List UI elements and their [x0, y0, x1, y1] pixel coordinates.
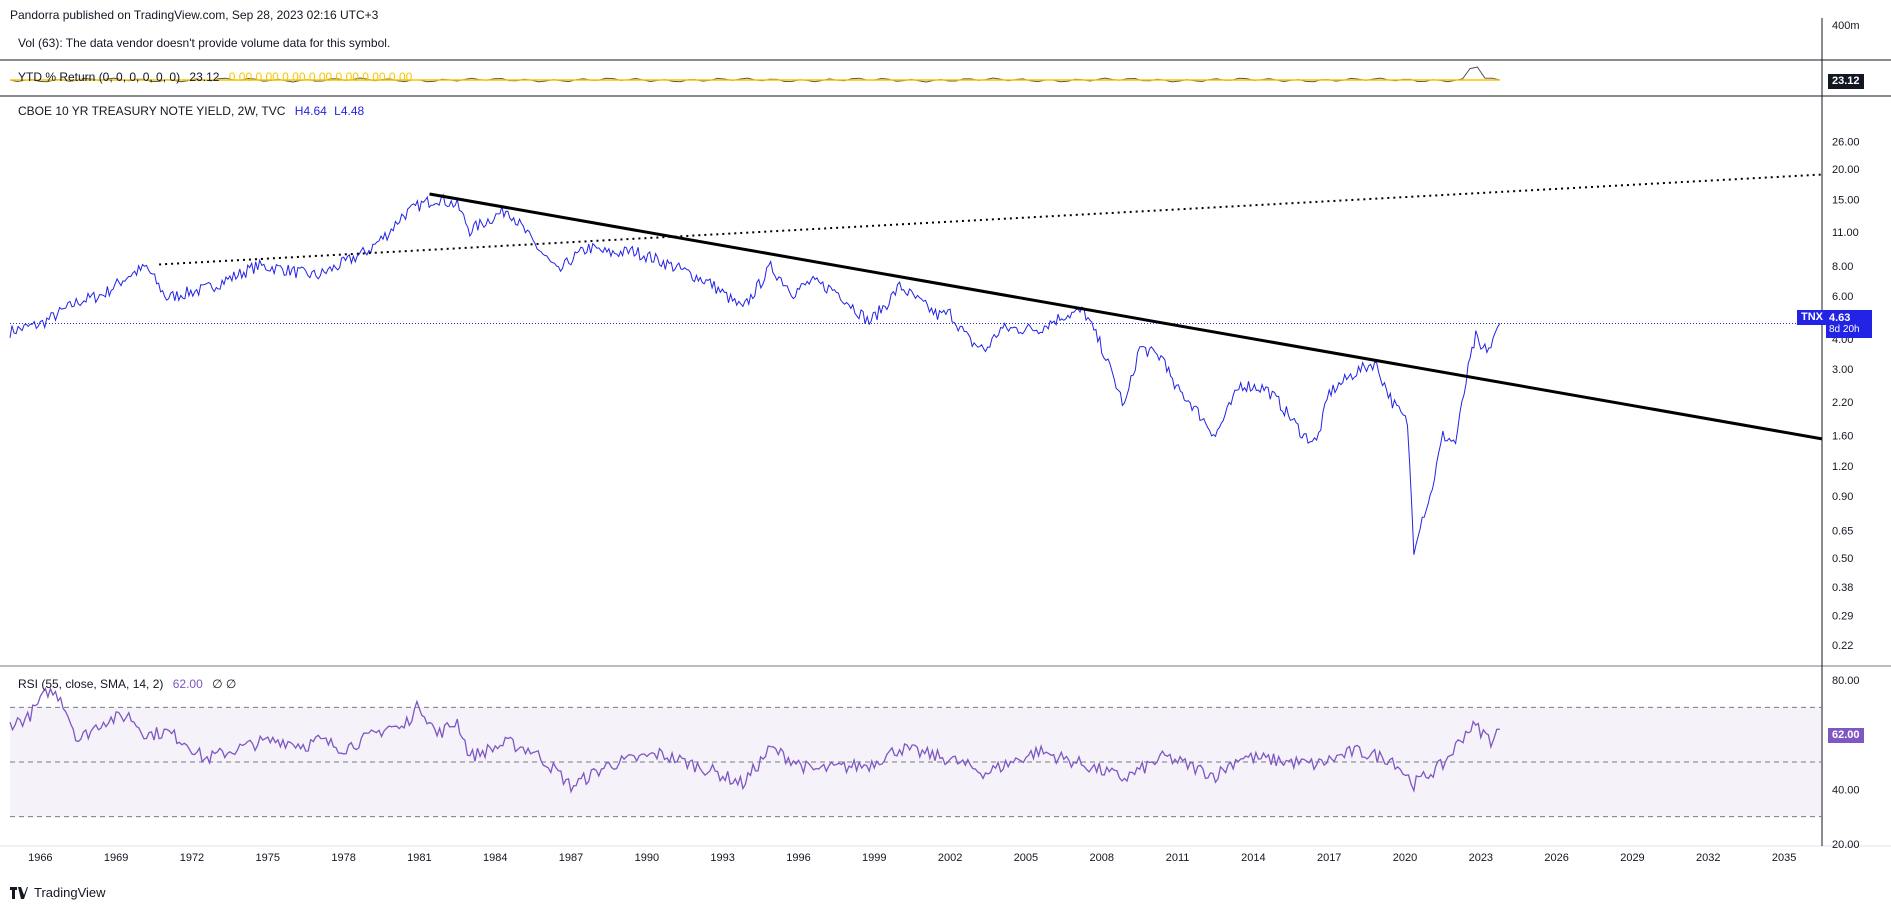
- time-tick-label: 2020: [1393, 852, 1417, 864]
- time-tick-label: 2011: [1166, 852, 1190, 864]
- price-tick-label: 11.00: [1832, 227, 1859, 239]
- ytd-return-plot: [9, 66, 1500, 83]
- ytd-value: 23.12: [189, 70, 220, 84]
- price-tick-label: 26.00: [1832, 136, 1860, 148]
- time-tick-label: 2032: [1696, 852, 1720, 864]
- vol-label: Vol (63): The data vendor doesn't provid…: [18, 36, 391, 50]
- time-tick-label: 1990: [635, 852, 659, 864]
- price-tick-label: 6.00: [1832, 291, 1853, 303]
- time-tick-label: 2014: [1241, 852, 1265, 864]
- time-tick-label: 1969: [104, 852, 128, 864]
- main-legend[interactable]: CBOE 10 YR TREASURY NOTE YIELD, 2W, TVC …: [18, 104, 364, 118]
- price-tick-label: 15.00: [1832, 194, 1860, 206]
- price-tick-label: 0.90: [1832, 491, 1853, 503]
- price-axis[interactable]: 26.0020.0015.0011.008.006.004.003.002.20…: [1832, 136, 1860, 851]
- price-tick-label: 20.00: [1832, 164, 1860, 176]
- descending-trendline: [429, 192, 1823, 441]
- ascending-dotted-trendline: [159, 173, 1823, 266]
- time-tick-label: 1981: [407, 852, 431, 864]
- rsi-plot: [9, 686, 1500, 794]
- ytd-label: YTD % Return (0, 0, 0, 0, 0, 0): [18, 70, 181, 84]
- ytd-axis-top: 400m: [1832, 20, 1860, 32]
- price-tick-label: 0.29: [1832, 611, 1853, 623]
- time-tick-label: 1996: [786, 852, 810, 864]
- ytd-badge: 23.12: [1828, 74, 1864, 89]
- time-tick-label: 1999: [862, 852, 886, 864]
- ytd-legend[interactable]: YTD % Return (0, 0, 0, 0, 0, 0) 23.12 0.…: [18, 70, 412, 84]
- time-tick-label: 2008: [1090, 852, 1114, 864]
- time-tick-label: 1975: [256, 852, 280, 864]
- rsi-band-background: [10, 706, 1822, 818]
- main-low: L4.48: [334, 104, 365, 118]
- bar-countdown: 8d 20h: [1829, 324, 1860, 335]
- ytd-zero-values: 0.00 0.00 0.00 0.00 0.00 0.00 0.00: [228, 70, 413, 84]
- time-axis[interactable]: 1966 1969 1972 1975 1978 1981 1984 1987 1990 1993…: [28, 852, 1796, 864]
- rsi-tick-label: 20.00: [1832, 839, 1860, 851]
- time-tick-label: 2026: [1544, 852, 1568, 864]
- price-tick-label: 3.00: [1832, 364, 1853, 376]
- price-value: 4.63: [1829, 312, 1851, 324]
- price-tick-label: 0.65: [1832, 526, 1853, 538]
- tradingview-logo-icon: [10, 886, 28, 899]
- publish-header: Pandorra published on TradingView.com, S…: [10, 8, 379, 22]
- trendlines[interactable]: [159, 173, 1823, 441]
- main-high: H4.64: [294, 104, 327, 118]
- pane-frames: [0, 18, 1891, 847]
- rsi-label: RSI (55, close, SMA, 14, 2): [18, 677, 164, 691]
- tradingview-footer[interactable]: TradingView: [10, 885, 106, 900]
- time-tick-label: 2017: [1317, 852, 1341, 864]
- time-tick-label: 1993: [710, 852, 734, 864]
- symbol-tag: TNX: [1797, 310, 1827, 325]
- price-tick-label: 2.20: [1832, 397, 1853, 409]
- time-tick-label: 2035: [1772, 852, 1796, 864]
- time-tick-label: 2029: [1620, 852, 1644, 864]
- time-tick-label: 1984: [483, 852, 507, 864]
- rsi-value: 62.00: [172, 677, 203, 691]
- price-tick-label: 1.20: [1832, 461, 1853, 473]
- price-tick-label: 0.22: [1832, 640, 1853, 652]
- price-tick-label: 1.60: [1832, 431, 1853, 443]
- price-badge: 4.63 8d 20h: [1826, 310, 1872, 338]
- time-tick-label: 1972: [180, 852, 204, 864]
- price-tick-label: 0.50: [1832, 553, 1853, 565]
- rsi-tick-label: 80.00: [1832, 675, 1860, 687]
- rsi-extra: ∅ ∅: [212, 677, 237, 691]
- time-tick-label: 2005: [1014, 852, 1038, 864]
- time-tick-label: 2002: [938, 852, 962, 864]
- time-tick-label: 1987: [559, 852, 583, 864]
- rsi-legend[interactable]: RSI (55, close, SMA, 14, 2) 62.00 ∅ ∅: [18, 677, 236, 691]
- price-tick-label: 0.38: [1832, 582, 1853, 594]
- price-tick-label: 8.00: [1832, 261, 1853, 273]
- time-tick-label: 1978: [331, 852, 355, 864]
- rsi-badge: 62.00: [1828, 728, 1864, 743]
- price-plot: [9, 193, 1822, 555]
- price-line: [9, 193, 1501, 555]
- rsi-line: [9, 686, 1500, 794]
- rsi-tick-label: 40.00: [1832, 784, 1860, 796]
- time-tick-label: 2023: [1469, 852, 1493, 864]
- main-title: CBOE 10 YR TREASURY NOTE YIELD, 2W, TVC: [18, 104, 286, 118]
- time-tick-label: 1966: [28, 852, 52, 864]
- footer-brand: TradingView: [34, 885, 106, 900]
